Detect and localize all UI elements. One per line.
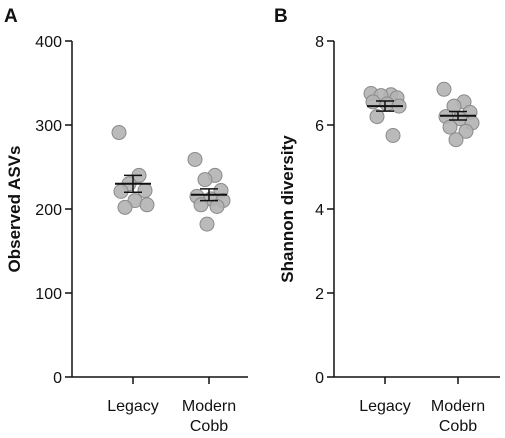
y-axis-title: Shannon diversity <box>278 135 297 283</box>
y-tick-label: 400 <box>35 34 62 51</box>
data-point <box>117 199 133 215</box>
y-tick-label: 4 <box>315 202 324 219</box>
data-point <box>139 197 155 213</box>
data-point <box>197 172 213 188</box>
y-tick-label: 100 <box>35 286 62 303</box>
y-tick-label: 6 <box>315 118 324 135</box>
data-point <box>187 151 203 167</box>
panel-label-b: B <box>274 6 288 27</box>
category-label-modern-cobb: Cobb <box>190 418 228 435</box>
y-tick-label: 300 <box>35 118 62 135</box>
data-point <box>458 123 474 139</box>
category-label-legacy: Legacy <box>107 398 159 415</box>
y-tick-label: 0 <box>53 370 62 387</box>
data-point <box>436 81 452 97</box>
data-point <box>111 125 127 141</box>
y-axis-title: Observed ASVs <box>5 146 24 273</box>
data-point <box>199 216 215 232</box>
data-point <box>369 109 385 125</box>
data-point <box>385 128 401 143</box>
data-point <box>113 183 129 199</box>
panel-a: A 0 100 200 300 400 Observed ASVs Legacy Modern… <box>4 6 248 435</box>
category-label-legacy: Legacy <box>359 398 411 415</box>
y-tick-label: 200 <box>35 202 62 219</box>
panel-label-a: A <box>4 6 18 27</box>
category-label-modern-cobb: Cobb <box>439 418 477 435</box>
panel-b: B 0 2 4 6 8 Shannon diversity Legacy Modern Cobb <box>274 6 500 435</box>
y-tick-label: 0 <box>315 370 324 387</box>
category-label-modern-cobb: Modern <box>431 398 485 415</box>
category-label-modern-cobb: Modern <box>182 398 236 415</box>
data-point <box>209 198 225 214</box>
y-tick-label: 2 <box>315 286 324 303</box>
data-point <box>446 98 462 114</box>
data-point <box>448 132 464 148</box>
y-tick-label: 8 <box>315 34 324 51</box>
data-point <box>442 119 458 135</box>
